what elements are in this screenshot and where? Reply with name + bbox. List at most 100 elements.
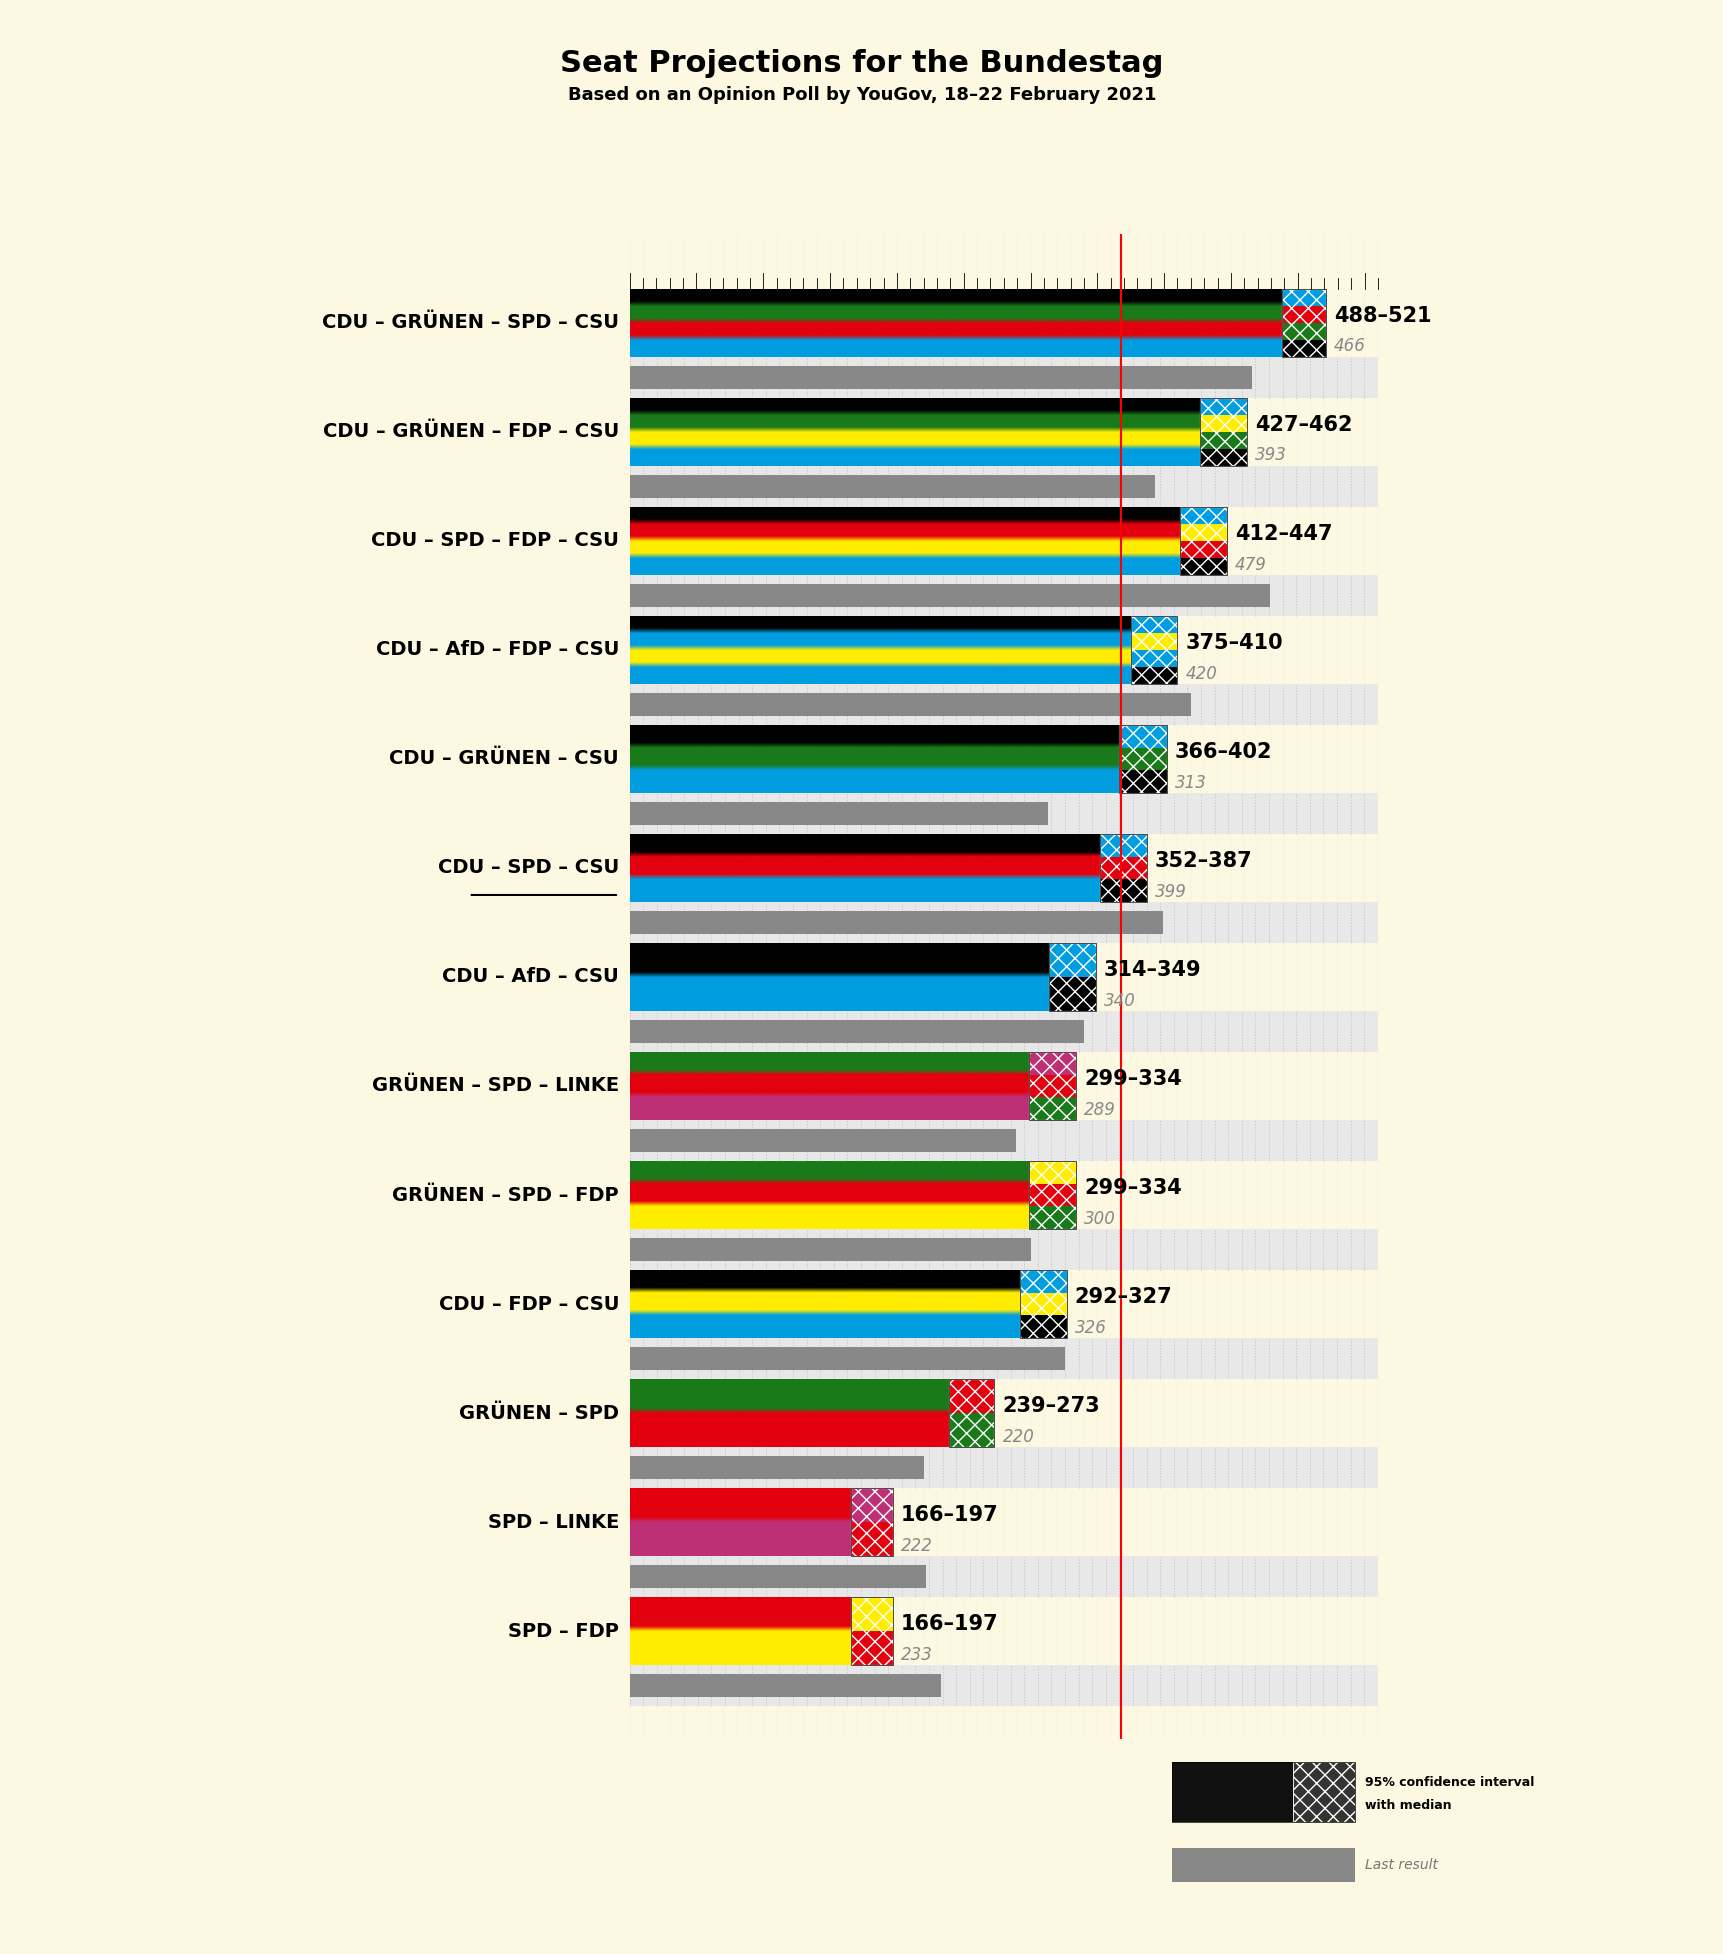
- Bar: [629, 506, 1180, 574]
- Bar: [1029, 1075, 1075, 1098]
- Bar: [629, 1020, 1084, 1043]
- Bar: [629, 1120, 1377, 1161]
- Text: GRÜNEN – SPD: GRÜNEN – SPD: [458, 1403, 619, 1423]
- Bar: [629, 1380, 948, 1446]
- Bar: [629, 1338, 1377, 1380]
- Bar: [948, 1413, 994, 1446]
- Bar: [629, 684, 1377, 725]
- Text: 292–327: 292–327: [1073, 1288, 1172, 1307]
- Bar: [629, 475, 1154, 498]
- Bar: [629, 1489, 851, 1555]
- Bar: [1118, 725, 1166, 793]
- Bar: [629, 356, 1377, 399]
- Text: 352–387: 352–387: [1154, 852, 1251, 871]
- Bar: [629, 1456, 924, 1479]
- Bar: [1118, 748, 1166, 770]
- Bar: [629, 911, 1161, 934]
- Bar: [851, 1596, 893, 1665]
- Text: Seat Projections for the Bundestag: Seat Projections for the Bundestag: [560, 49, 1163, 78]
- Text: 393: 393: [1254, 446, 1285, 465]
- Bar: [1020, 1315, 1067, 1338]
- Bar: [851, 1489, 893, 1522]
- Bar: [1118, 725, 1166, 748]
- Bar: [1199, 414, 1246, 432]
- Bar: [1020, 1270, 1067, 1338]
- Text: 466: 466: [1334, 338, 1365, 356]
- Bar: [1029, 1161, 1075, 1229]
- Bar: [1180, 524, 1227, 541]
- Bar: [1029, 1098, 1075, 1120]
- Text: 399: 399: [1154, 883, 1185, 901]
- Bar: [629, 1555, 1377, 1596]
- Bar: [1280, 307, 1325, 322]
- Bar: [1099, 879, 1146, 901]
- Text: 166–197: 166–197: [901, 1505, 998, 1526]
- Text: 313: 313: [1173, 774, 1206, 791]
- Bar: [629, 1239, 1030, 1260]
- Bar: [1118, 770, 1166, 793]
- Bar: [1130, 651, 1177, 666]
- Bar: [629, 801, 1048, 825]
- Bar: [629, 1446, 1377, 1489]
- Bar: [629, 584, 1268, 608]
- Bar: [629, 465, 1377, 506]
- Text: 375–410: 375–410: [1185, 633, 1282, 653]
- Bar: [629, 289, 1280, 356]
- Bar: [1280, 289, 1325, 307]
- Bar: [1130, 616, 1177, 633]
- Bar: [629, 725, 1118, 793]
- Bar: [629, 616, 1130, 684]
- Bar: [1099, 856, 1146, 879]
- Bar: [629, 793, 1377, 834]
- Bar: [1180, 506, 1227, 574]
- Bar: [1199, 432, 1246, 449]
- Text: CDU – AfD – FDP – CSU: CDU – AfD – FDP – CSU: [376, 641, 619, 658]
- Text: GRÜNEN – SPD – LINKE: GRÜNEN – SPD – LINKE: [372, 1077, 619, 1096]
- Bar: [1029, 1051, 1075, 1120]
- Text: 95% confidence interval: 95% confidence interval: [1365, 1776, 1533, 1788]
- Text: 239–273: 239–273: [1001, 1397, 1099, 1417]
- Text: GRÜNEN – SPD – FDP: GRÜNEN – SPD – FDP: [393, 1186, 619, 1204]
- Bar: [629, 1596, 851, 1665]
- Bar: [1118, 725, 1166, 793]
- Bar: [1199, 399, 1246, 465]
- Bar: [629, 1129, 1015, 1153]
- Bar: [948, 1380, 994, 1413]
- Bar: [1049, 944, 1096, 977]
- Bar: [1280, 322, 1325, 340]
- Text: 427–462: 427–462: [1254, 414, 1353, 436]
- Bar: [948, 1380, 994, 1446]
- Bar: [1029, 1051, 1075, 1120]
- Bar: [629, 365, 1251, 389]
- Text: 479: 479: [1234, 555, 1266, 574]
- Bar: [629, 1229, 1377, 1270]
- Bar: [629, 1565, 925, 1589]
- Text: 314–349: 314–349: [1103, 959, 1201, 981]
- Bar: [629, 399, 1199, 465]
- Text: 488–521: 488–521: [1334, 307, 1430, 326]
- Text: 166–197: 166–197: [901, 1614, 998, 1634]
- Bar: [1029, 1206, 1075, 1229]
- Bar: [1099, 834, 1146, 901]
- Bar: [629, 1010, 1377, 1051]
- Text: 299–334: 299–334: [1084, 1178, 1180, 1198]
- Bar: [1049, 944, 1096, 1010]
- Text: SPD – FDP: SPD – FDP: [508, 1622, 619, 1641]
- Text: CDU – SPD – CSU: CDU – SPD – CSU: [438, 858, 619, 877]
- Bar: [629, 944, 1049, 1010]
- Bar: [1280, 340, 1325, 356]
- Text: 220: 220: [1001, 1428, 1034, 1446]
- Bar: [629, 901, 1377, 944]
- Text: 340: 340: [1103, 991, 1135, 1010]
- Text: 222: 222: [901, 1536, 932, 1555]
- Bar: [1130, 666, 1177, 684]
- Bar: [629, 1346, 1065, 1370]
- Text: CDU – GRÜNEN – CSU: CDU – GRÜNEN – CSU: [389, 750, 619, 768]
- Text: CDU – FDP – CSU: CDU – FDP – CSU: [438, 1296, 619, 1313]
- Bar: [851, 1522, 893, 1555]
- Bar: [629, 694, 1191, 715]
- Bar: [1280, 289, 1325, 356]
- Text: 326: 326: [1073, 1319, 1106, 1337]
- Bar: [1172, 1763, 1354, 1821]
- Text: 289: 289: [1084, 1100, 1115, 1118]
